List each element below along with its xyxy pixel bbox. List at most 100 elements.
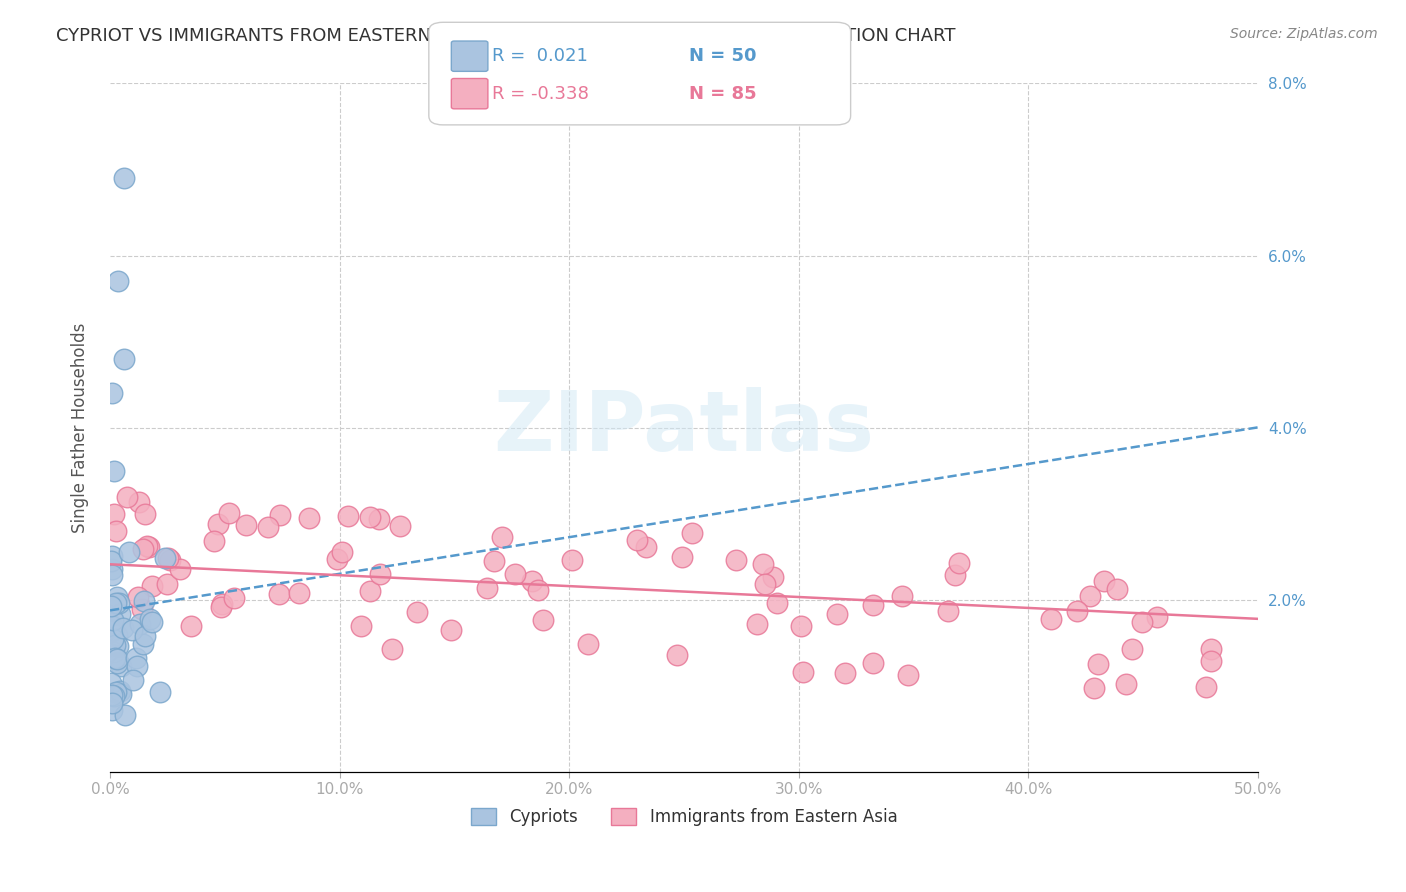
Immigrants from Eastern Asia	[256, 519, 278, 533]
Immigrants from Eastern Asia	[576, 637, 599, 651]
Cypriots	[101, 689, 124, 703]
Immigrants from Eastern Asia	[440, 624, 463, 638]
Cypriots	[127, 659, 149, 673]
Immigrants from Eastern Asia	[862, 599, 884, 613]
Cypriots	[105, 628, 128, 642]
Immigrants from Eastern Asia	[180, 619, 202, 633]
Cypriots	[101, 619, 124, 633]
Immigrants from Eastern Asia	[269, 508, 291, 522]
Immigrants from Eastern Asia	[936, 604, 959, 618]
Immigrants from Eastern Asia	[127, 591, 149, 605]
Cypriots	[117, 545, 139, 559]
Immigrants from Eastern Asia	[132, 542, 155, 557]
Immigrants from Eastern Asia	[1121, 642, 1143, 657]
Text: R = -0.338: R = -0.338	[492, 85, 589, 103]
Immigrants from Eastern Asia	[103, 507, 125, 521]
Immigrants from Eastern Asia	[141, 579, 163, 593]
Cypriots	[121, 623, 143, 637]
Immigrants from Eastern Asia	[235, 518, 257, 533]
Immigrants from Eastern Asia	[359, 584, 381, 599]
Immigrants from Eastern Asia	[790, 619, 813, 633]
Cypriots	[104, 651, 127, 665]
Cypriots	[134, 629, 156, 643]
Text: N = 85: N = 85	[689, 85, 756, 103]
Cypriots	[103, 632, 125, 646]
Immigrants from Eastern Asia	[1087, 657, 1109, 671]
Immigrants from Eastern Asia	[1115, 676, 1137, 690]
Immigrants from Eastern Asia	[169, 562, 191, 576]
Cypriots	[104, 638, 127, 652]
Immigrants from Eastern Asia	[526, 582, 548, 597]
Cypriots	[108, 596, 131, 610]
Immigrants from Eastern Asia	[218, 506, 240, 520]
Immigrants from Eastern Asia	[202, 534, 225, 549]
Immigrants from Eastern Asia	[224, 591, 246, 606]
Immigrants from Eastern Asia	[156, 551, 179, 566]
Cypriots	[105, 685, 128, 699]
Cypriots	[114, 707, 136, 722]
Immigrants from Eastern Asia	[827, 607, 849, 621]
Cypriots	[100, 554, 122, 568]
Cypriots	[112, 351, 135, 366]
Immigrants from Eastern Asia	[1201, 654, 1223, 668]
Immigrants from Eastern Asia	[491, 530, 513, 544]
Immigrants from Eastern Asia	[1066, 604, 1088, 618]
Cypriots	[103, 645, 125, 659]
Immigrants from Eastern Asia	[134, 507, 156, 521]
Immigrants from Eastern Asia	[381, 642, 404, 657]
Cypriots	[112, 621, 135, 635]
Cypriots	[105, 657, 128, 671]
Immigrants from Eastern Asia	[207, 516, 229, 531]
Cypriots	[101, 696, 124, 710]
Cypriots	[101, 623, 124, 637]
Cypriots	[155, 550, 177, 565]
Legend: Cypriots, Immigrants from Eastern Asia: Cypriots, Immigrants from Eastern Asia	[464, 801, 904, 832]
Cypriots	[101, 703, 124, 717]
Text: R =  0.021: R = 0.021	[492, 47, 588, 65]
Cypriots	[108, 684, 131, 698]
Immigrants from Eastern Asia	[359, 509, 381, 524]
Immigrants from Eastern Asia	[834, 666, 856, 681]
Immigrants from Eastern Asia	[1146, 610, 1168, 624]
Immigrants from Eastern Asia	[626, 533, 648, 548]
Cypriots	[112, 171, 135, 186]
Immigrants from Eastern Asia	[681, 525, 703, 540]
Cypriots	[100, 599, 122, 613]
Immigrants from Eastern Asia	[368, 512, 391, 526]
Text: ZIPatlas: ZIPatlas	[494, 387, 875, 468]
Immigrants from Eastern Asia	[752, 557, 775, 571]
Immigrants from Eastern Asia	[948, 556, 970, 570]
Immigrants from Eastern Asia	[388, 518, 411, 533]
Cypriots	[132, 594, 155, 608]
Immigrants from Eastern Asia	[862, 656, 884, 670]
Cypriots	[132, 637, 155, 651]
Immigrants from Eastern Asia	[209, 600, 232, 615]
Immigrants from Eastern Asia	[1092, 574, 1115, 588]
Cypriots	[110, 658, 132, 673]
Immigrants from Eastern Asia	[298, 511, 321, 525]
Cypriots	[141, 615, 163, 629]
Immigrants from Eastern Asia	[1105, 582, 1128, 596]
Immigrants from Eastern Asia	[1195, 680, 1218, 694]
Immigrants from Eastern Asia	[671, 550, 693, 565]
Immigrants from Eastern Asia	[159, 552, 181, 566]
Cypriots	[149, 685, 172, 699]
Y-axis label: Single Father Households: Single Father Households	[72, 323, 89, 533]
Cypriots	[101, 386, 124, 401]
Immigrants from Eastern Asia	[1083, 681, 1105, 696]
Cypriots	[103, 689, 125, 703]
Immigrants from Eastern Asia	[890, 589, 912, 603]
Immigrants from Eastern Asia	[531, 613, 554, 627]
Immigrants from Eastern Asia	[211, 598, 233, 612]
Immigrants from Eastern Asia	[482, 554, 505, 568]
Immigrants from Eastern Asia	[370, 566, 392, 581]
Immigrants from Eastern Asia	[665, 648, 688, 662]
Immigrants from Eastern Asia	[138, 540, 160, 554]
Text: N = 50: N = 50	[689, 47, 756, 65]
Immigrants from Eastern Asia	[349, 619, 371, 633]
Cypriots	[100, 675, 122, 690]
Cypriots	[103, 464, 125, 478]
Immigrants from Eastern Asia	[724, 553, 747, 567]
Immigrants from Eastern Asia	[897, 668, 920, 682]
Text: Source: ZipAtlas.com: Source: ZipAtlas.com	[1230, 27, 1378, 41]
